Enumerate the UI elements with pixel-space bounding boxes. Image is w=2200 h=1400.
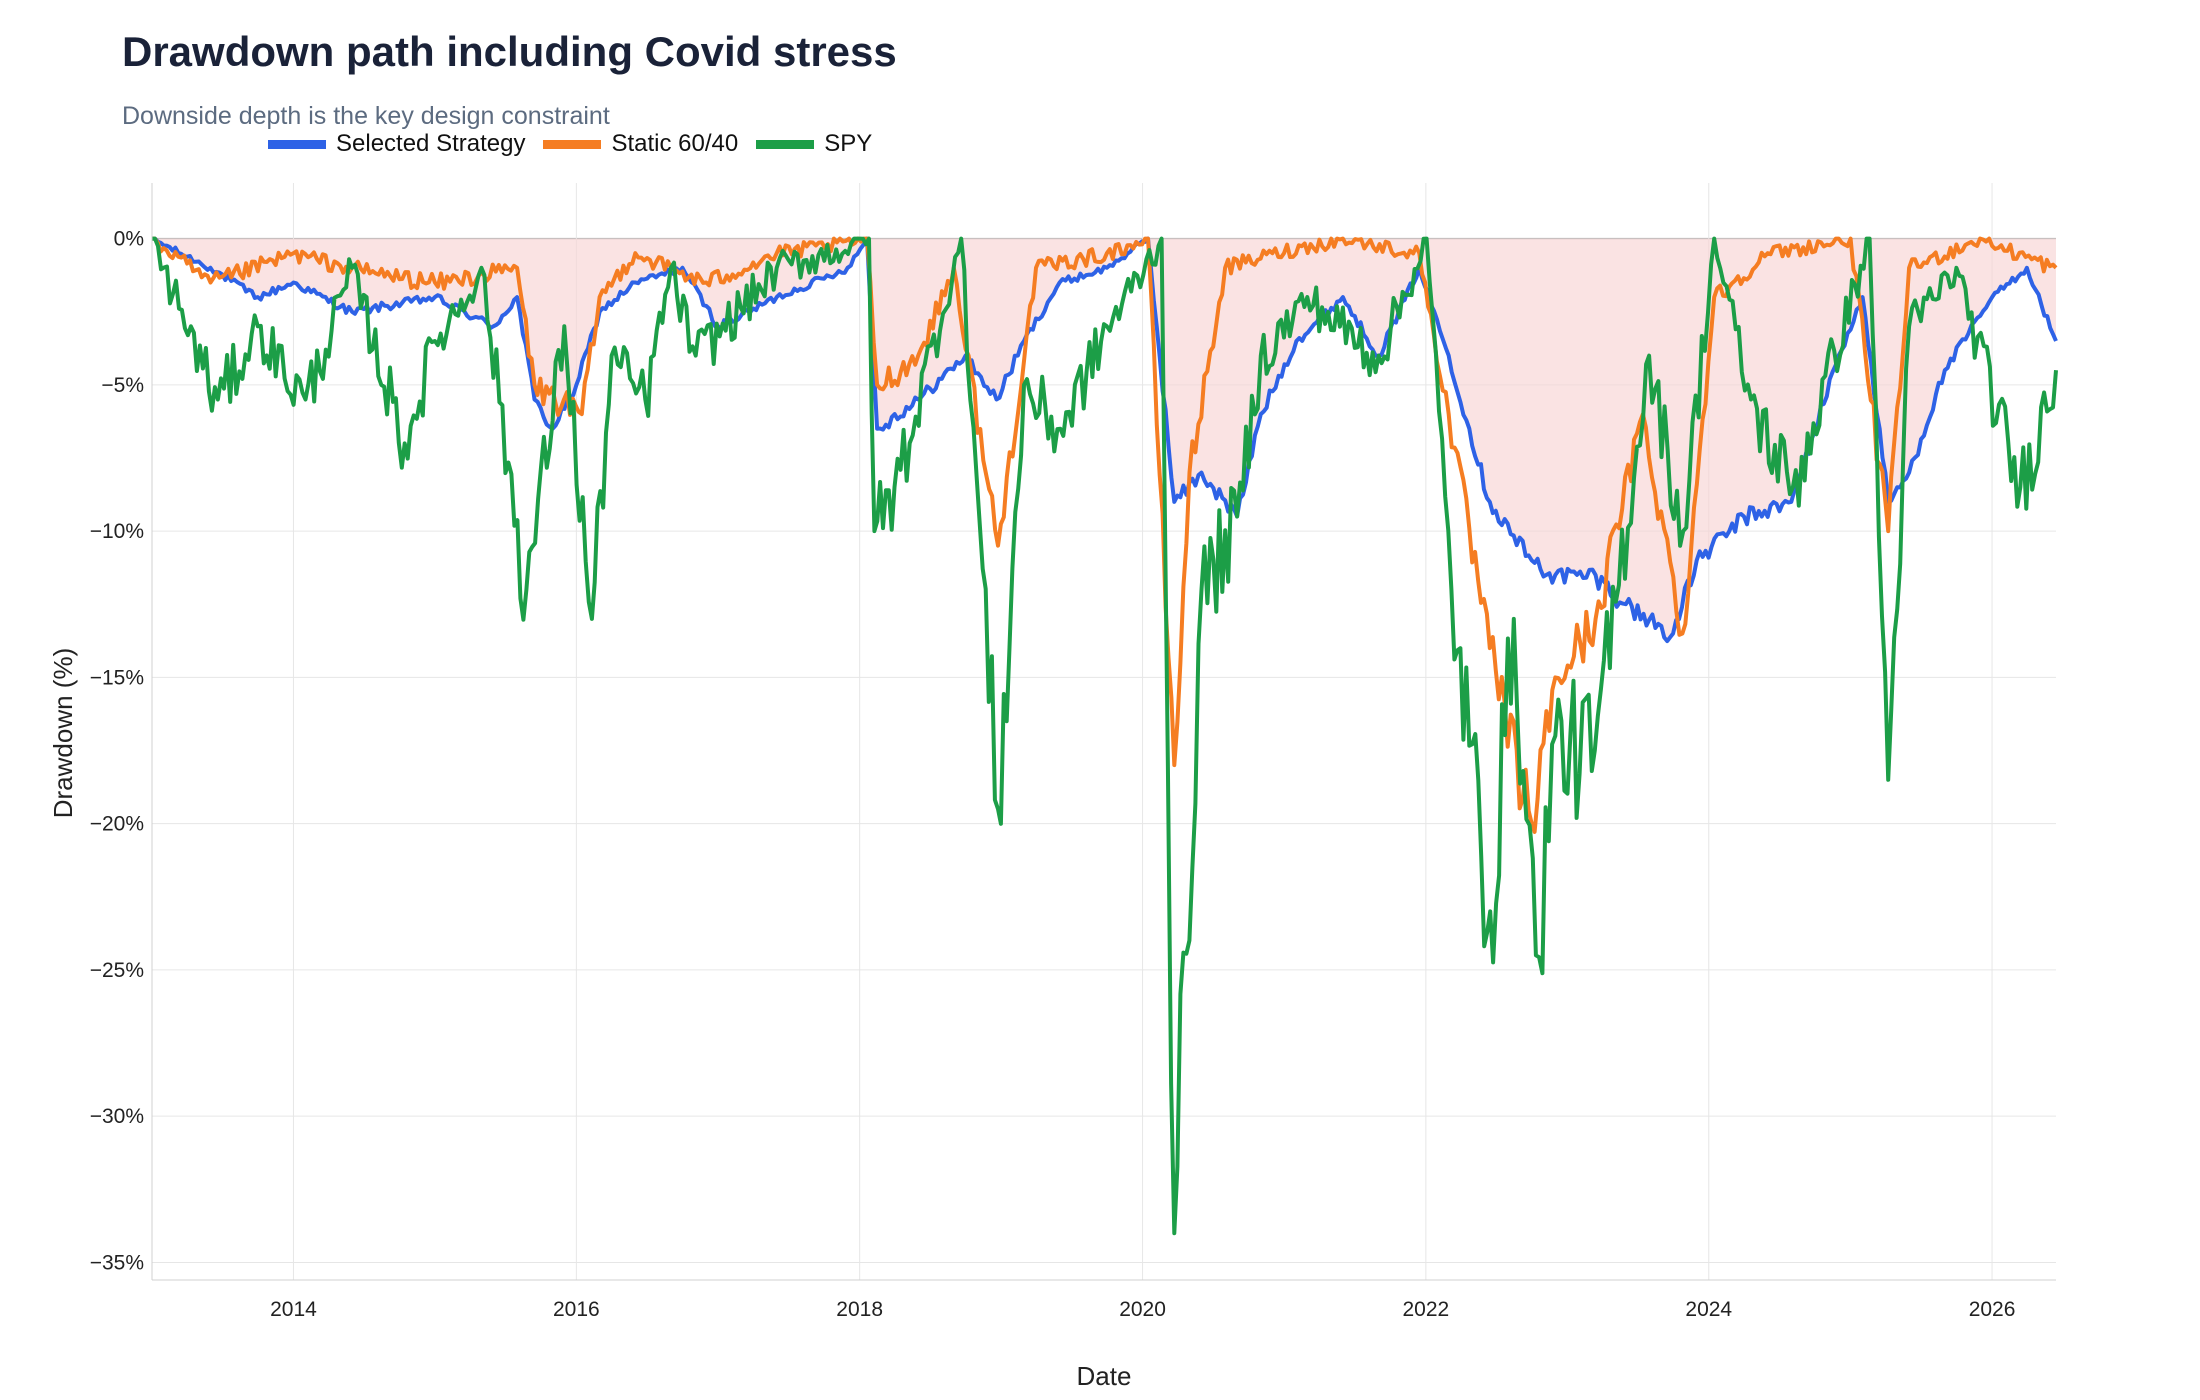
x-tick-label: 2016	[553, 1298, 600, 1321]
shade-layer	[152, 238, 2056, 642]
legend-label-spy: SPY	[824, 130, 873, 157]
spy-line	[152, 236, 2058, 1236]
x-tick-label: 2024	[1685, 1298, 1732, 1321]
y-tick-label: −35%	[90, 1251, 144, 1274]
y-tick-label: −20%	[90, 813, 144, 836]
y-tick-label: −10%	[90, 520, 144, 543]
selected-strategy-line	[152, 236, 2058, 644]
chart-subtitle: Downside depth is the key design constra…	[122, 102, 610, 130]
selected-strategy-drawdown-band	[152, 238, 2056, 642]
legend-swatch-static-60-40	[543, 139, 602, 149]
x-tick-label: 2022	[1402, 1298, 1449, 1321]
y-tick-label: −5%	[101, 374, 144, 397]
legend-swatch-selected-strategy	[268, 139, 326, 149]
axis-layer: 0% −5% −10% −15% −20% −25% −30% −35% 2014 2016 201…	[90, 183, 2056, 1321]
legend-label-selected-strategy: Selected Strategy	[336, 130, 526, 157]
y-tick-label: −30%	[90, 1105, 144, 1128]
x-axis-title: Date	[1077, 1361, 1132, 1391]
y-axis-title: Drawdown (%)	[48, 648, 78, 819]
legend: Selected Strategy Static 60/40 SPY	[268, 130, 872, 158]
legend-swatch-spy	[756, 139, 815, 149]
y-tick-label: 0%	[114, 228, 144, 251]
legend-label-static-60-40: Static 60/40	[611, 130, 739, 157]
x-tick-label: 2014	[270, 1298, 317, 1321]
chart-title: Drawdown path including Covid stress	[122, 28, 897, 75]
y-tick-label: −25%	[90, 959, 144, 982]
static-60-40-line	[152, 236, 2058, 834]
x-tick-label: 2018	[836, 1298, 883, 1321]
x-tick-label: 2026	[1969, 1298, 2016, 1321]
y-tick-label: −15%	[90, 666, 144, 689]
legend-item-selected-strategy[interactable]: Selected Strategy	[268, 130, 525, 158]
legend-item-static-60-40[interactable]: Static 60/40	[543, 130, 738, 158]
legend-item-spy[interactable]: SPY	[756, 130, 872, 158]
x-tick-label: 2020	[1119, 1298, 1166, 1321]
series-layer	[152, 236, 2058, 1236]
